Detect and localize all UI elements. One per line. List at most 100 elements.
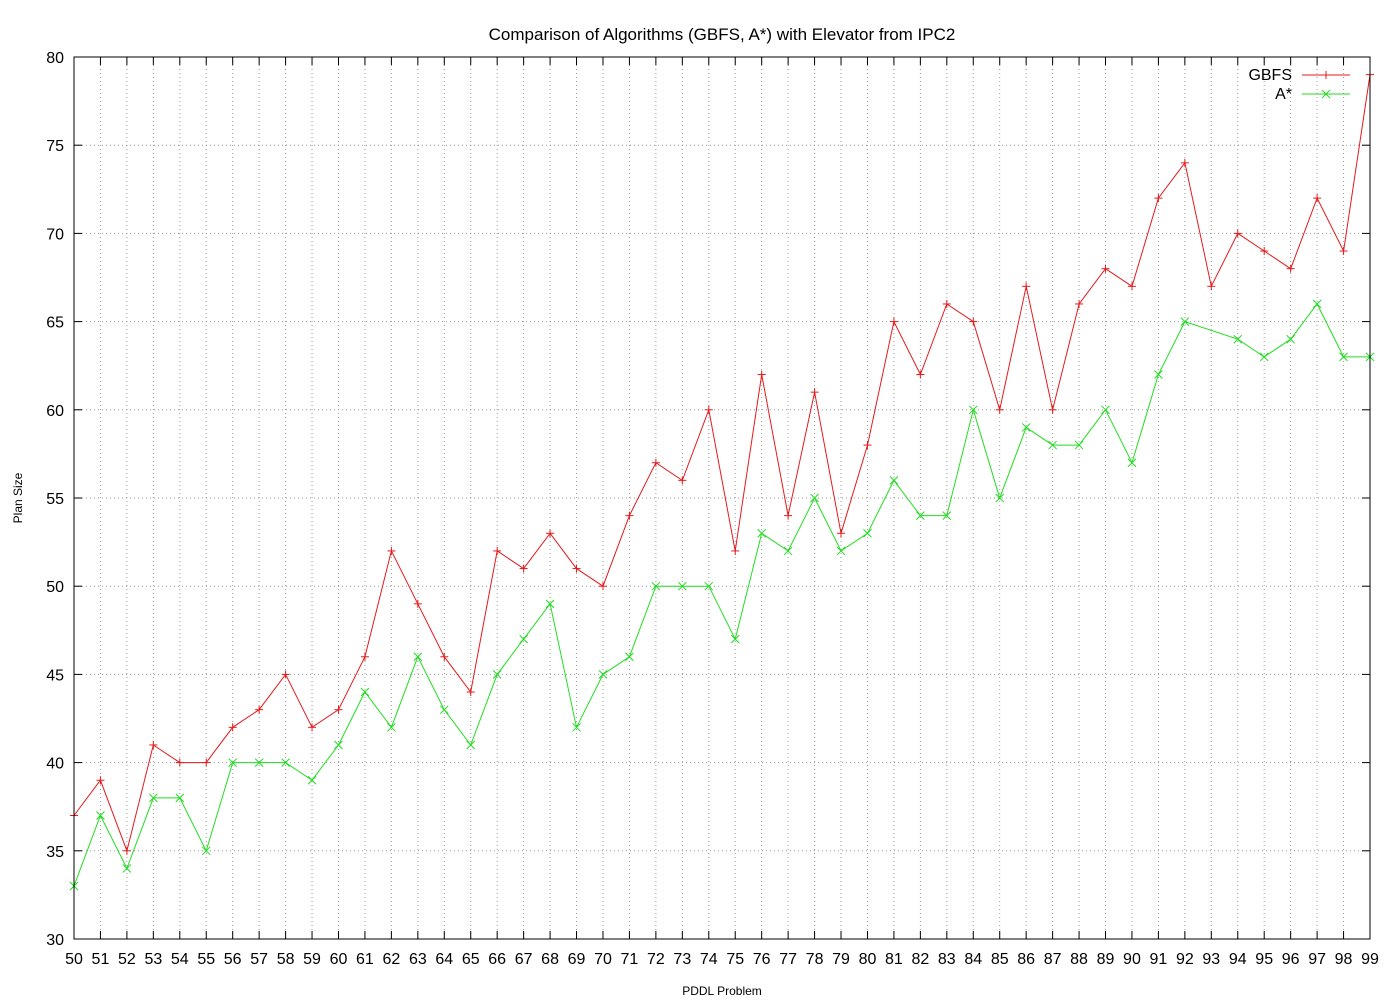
x-tick-label: 56 [224, 951, 242, 968]
marker-stroke [96, 811, 105, 820]
data-point [1154, 370, 1163, 379]
marker-stroke [492, 670, 502, 679]
x-tick-label: 55 [197, 951, 215, 968]
x-tick-label: 74 [700, 951, 718, 968]
x-tick-label: 66 [488, 951, 506, 968]
data-point [1021, 423, 1031, 432]
x-tick-label: 88 [1070, 951, 1088, 968]
y-tick-label: 65 [46, 315, 64, 332]
data-point [677, 581, 687, 591]
x-tick-label: 96 [1282, 951, 1300, 968]
marker-stroke [1233, 334, 1243, 344]
data-point [598, 670, 608, 679]
marker-stroke [836, 546, 846, 556]
data-point [704, 405, 713, 414]
x-tick-label: 58 [277, 951, 295, 968]
x-tick-label: 77 [779, 951, 797, 968]
x-tick-label: 92 [1176, 951, 1194, 968]
data-point [784, 511, 793, 520]
marker-stroke [360, 687, 370, 697]
marker-stroke [968, 405, 978, 415]
data-point [810, 388, 819, 397]
marker-stroke [201, 846, 211, 856]
data-point [1233, 229, 1242, 238]
data-point [572, 564, 581, 573]
marker-stroke [281, 758, 290, 767]
marker-stroke [783, 546, 793, 556]
data-point [889, 317, 898, 326]
data-point [387, 546, 396, 555]
x-tick-label: 97 [1308, 951, 1326, 968]
marker-stroke [730, 634, 740, 644]
data-point [334, 740, 343, 750]
data-point [149, 740, 158, 749]
marker-stroke [677, 581, 687, 591]
marker-stroke [545, 599, 555, 609]
data-point [730, 634, 740, 644]
marker-stroke [1339, 352, 1348, 362]
y-tick-label: 35 [46, 844, 64, 861]
data-point [1180, 158, 1189, 167]
data-point [810, 493, 819, 503]
data-point [1260, 247, 1269, 256]
marker-stroke [519, 634, 528, 644]
x-tick-label: 69 [568, 951, 586, 968]
data-point [651, 458, 660, 467]
data-point [1101, 264, 1110, 273]
data-point [493, 546, 502, 555]
data-point [122, 864, 132, 873]
data-point [413, 652, 423, 662]
data-point [519, 634, 528, 644]
axis-ticks: 30 35 40 45 50 55 60 65 70 75 80 50 51 52 53 54 55 56 57 58… [46, 50, 1379, 968]
marker-stroke [1321, 89, 1331, 99]
legend-swatch-marker [1322, 71, 1330, 79]
y-tick-label: 60 [46, 403, 64, 420]
marker-stroke [704, 581, 714, 591]
marker-stroke [1259, 352, 1269, 362]
data-point [783, 546, 793, 556]
x-tick-label: 91 [1150, 951, 1168, 968]
y-tick-label: 55 [46, 491, 64, 508]
x-tick-label: 94 [1229, 951, 1247, 968]
x-tick-label: 50 [65, 951, 83, 968]
x-tick-label: 59 [303, 951, 321, 968]
data-point [255, 705, 264, 714]
data-point [598, 582, 607, 591]
x-tick-label: 52 [118, 951, 136, 968]
x-tick-label: 51 [92, 951, 110, 968]
data-point [969, 317, 978, 326]
x-tick-label: 99 [1361, 951, 1379, 968]
marker-stroke [889, 476, 899, 485]
x-tick-label: 75 [726, 951, 744, 968]
data-point [546, 529, 555, 538]
data-point [1339, 247, 1348, 256]
marker-stroke [810, 493, 819, 503]
data-point [1339, 352, 1348, 362]
marker-stroke [651, 581, 661, 591]
data-point [202, 758, 211, 767]
marker-stroke [1021, 423, 1031, 432]
x-tick-label: 89 [1097, 951, 1115, 968]
x-tick-label: 68 [541, 951, 559, 968]
marker-stroke [1101, 405, 1110, 415]
x-tick-label: 93 [1202, 951, 1220, 968]
data-point [572, 722, 581, 732]
x-tick-label: 79 [832, 951, 850, 968]
data-point [1259, 352, 1269, 362]
marker-stroke [1127, 458, 1137, 468]
marker-stroke [413, 652, 423, 662]
data-point [175, 793, 185, 803]
marker-stroke [307, 775, 317, 785]
x-tick-label: 61 [356, 951, 374, 968]
data-point [995, 493, 1005, 503]
data-point [1075, 299, 1084, 308]
x-tick-label: 82 [911, 951, 929, 968]
legend: GBFS A* [1248, 67, 1350, 103]
data-point [1180, 317, 1190, 326]
data-point [466, 740, 476, 750]
x-tick-label: 67 [515, 951, 533, 968]
data-point [360, 652, 369, 661]
data-point [863, 528, 872, 538]
data-point [281, 758, 290, 767]
